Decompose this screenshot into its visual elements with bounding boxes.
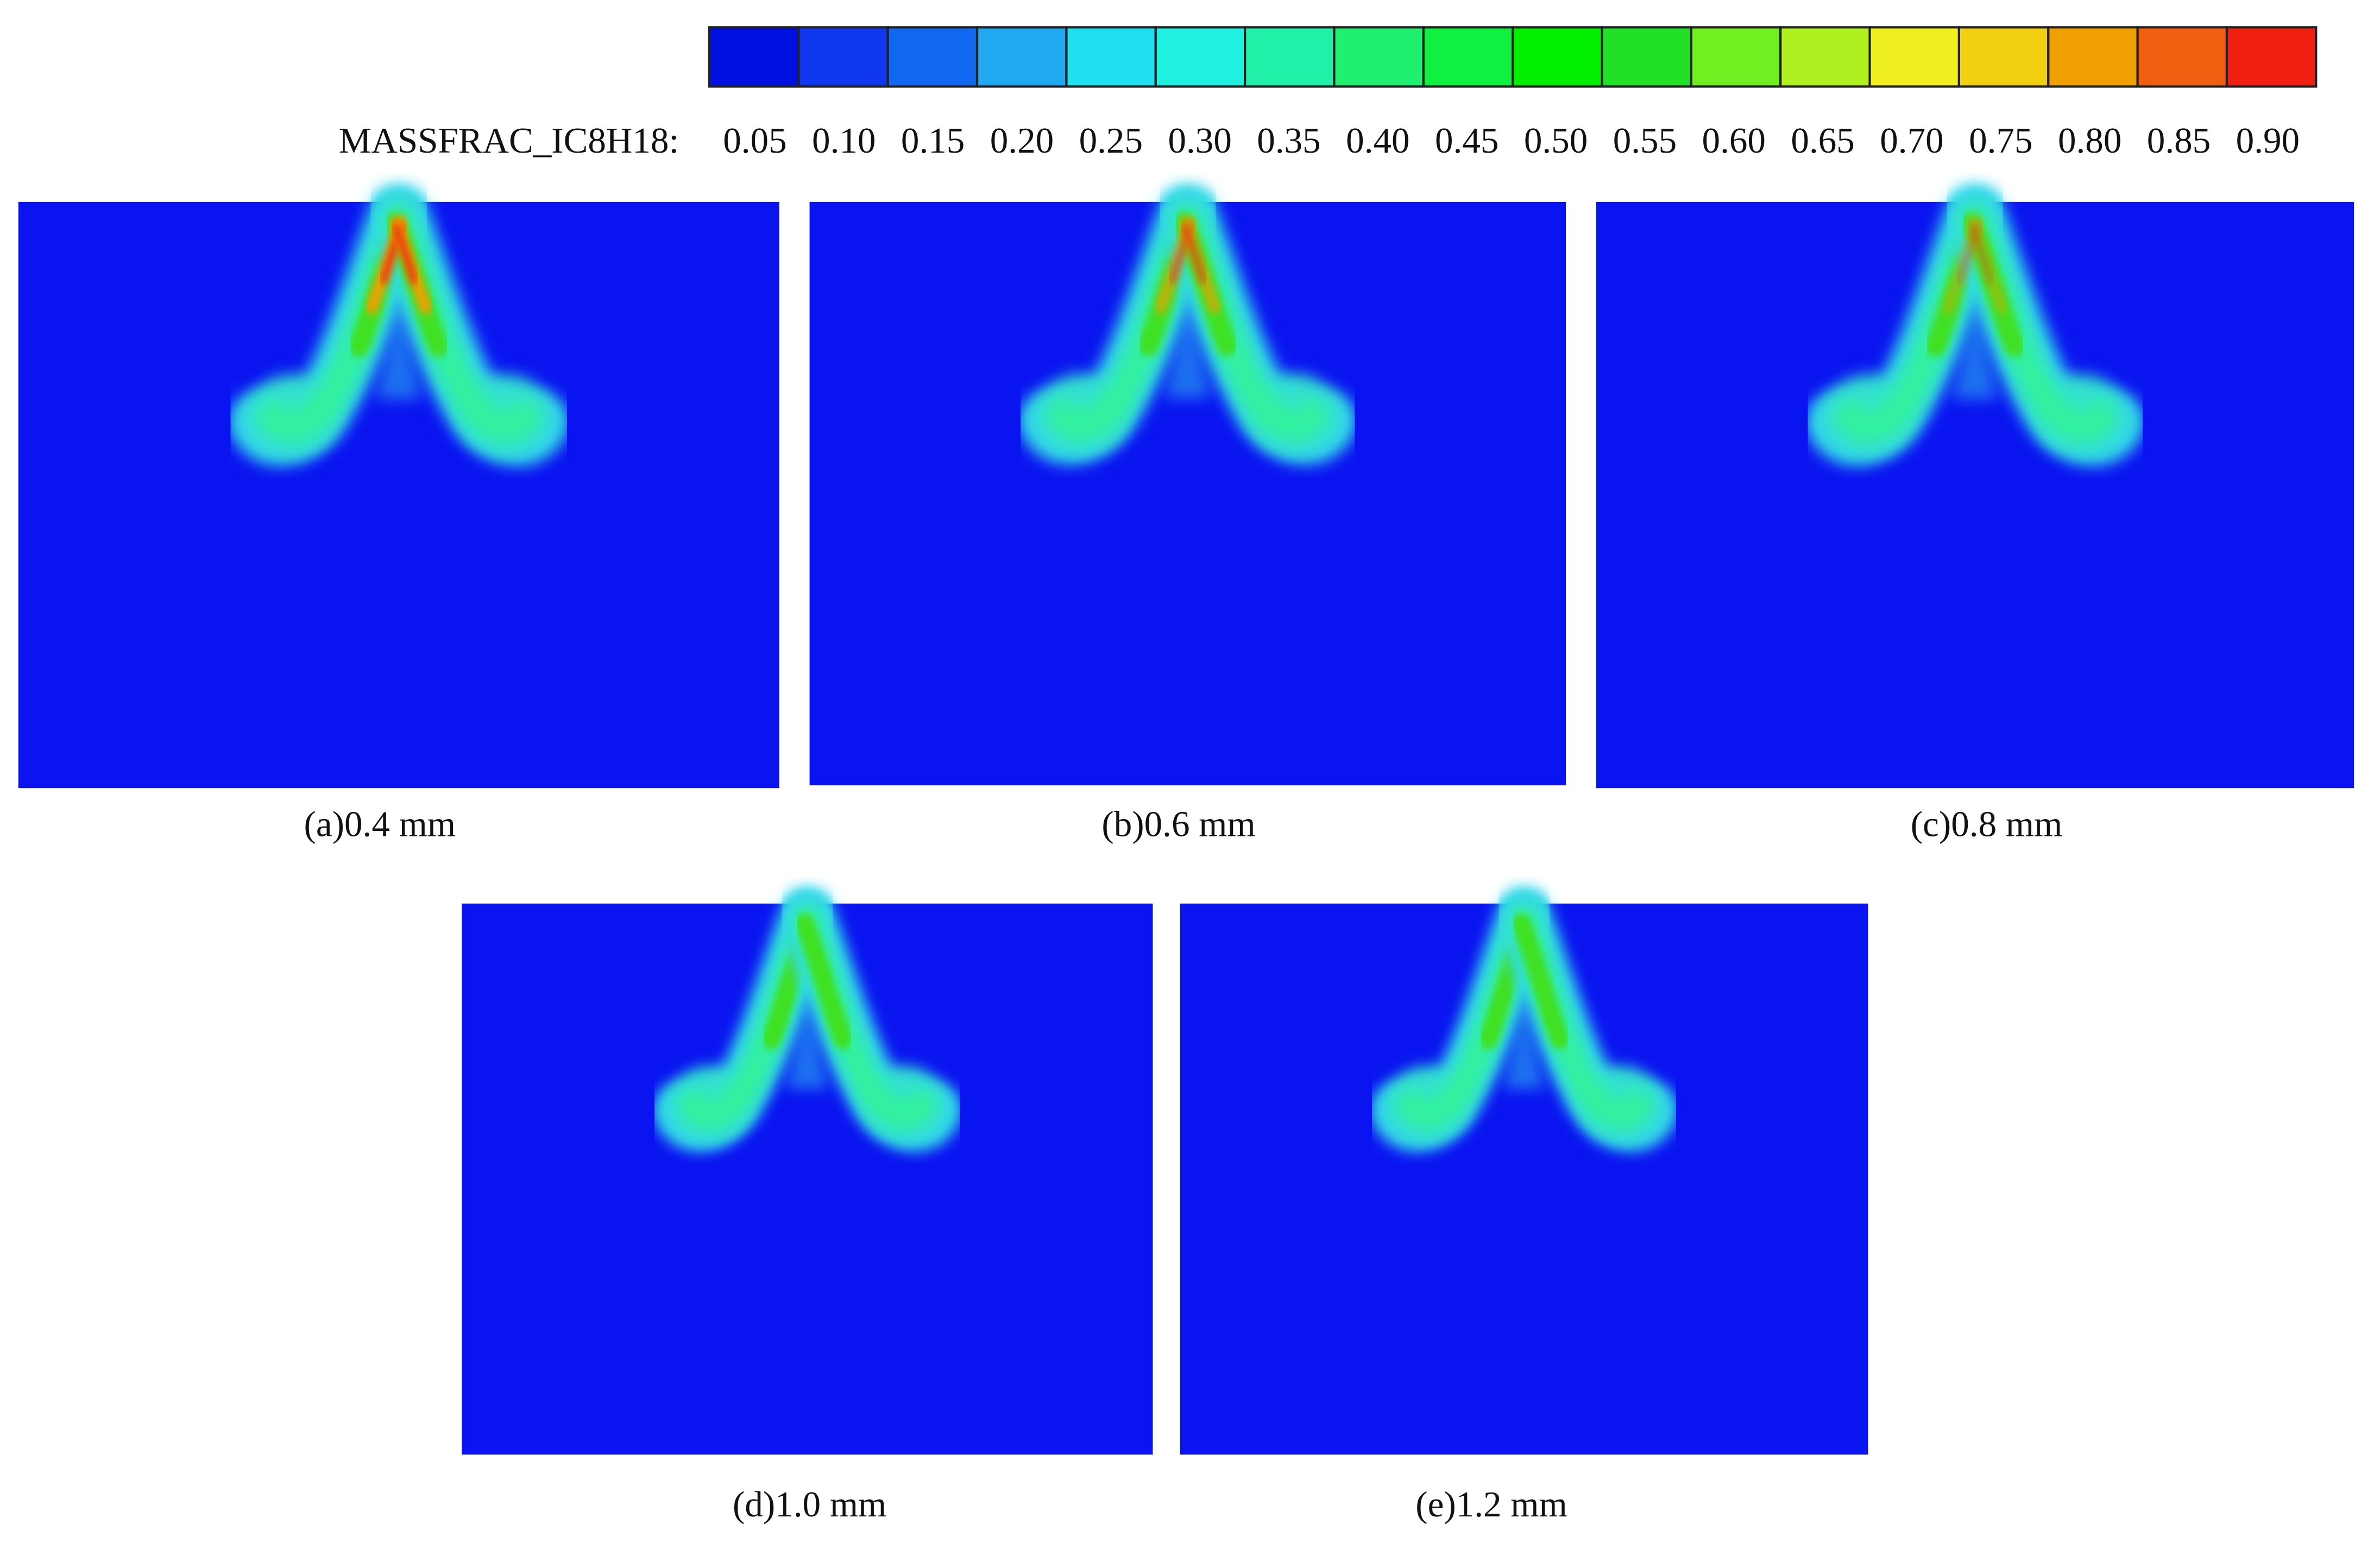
colorbar-cell	[1154, 26, 1246, 88]
colorbar-tick-label: 0.15	[901, 120, 965, 161]
panel-caption: (b)0.6 mm	[1101, 803, 1255, 844]
colorbar-tick-label: 0.60	[1702, 120, 1766, 161]
colorbar-tick-label: 0.85	[2147, 120, 2211, 161]
colorbar: 0.05 0.10 0.15 0.20 0.25 0.30 0.35 0.40 0.45 0.50…	[708, 26, 2318, 161]
colorbar-label: MASSFRAC_IC8H18:	[339, 120, 679, 161]
colorbar-tick-label: 0.50	[1524, 120, 1588, 161]
colorbar-cell	[1065, 26, 1157, 88]
colorbar-cell	[2225, 26, 2318, 88]
colorbar-tick-label: 0.35	[1257, 120, 1320, 161]
colorbar-cell	[1868, 26, 1961, 88]
colorbar-tick-label: 0.10	[812, 120, 876, 161]
colorbar-cell	[2136, 26, 2228, 88]
colorbar-cell	[1333, 26, 1425, 88]
colorbar-tick-label: 0.70	[1880, 120, 1943, 161]
colorbar-cell	[797, 26, 889, 88]
colorbar-cell	[1422, 26, 1514, 88]
colorbar-cell	[1779, 26, 1871, 88]
colorbar-tick-label: 0.45	[1435, 120, 1498, 161]
colorbar-cell	[1601, 26, 1692, 88]
colorbar-tick-label: 0.20	[990, 120, 1054, 161]
colorbar-cell	[2047, 26, 2139, 88]
panel-caption: (e)1.2 mm	[1415, 1484, 1567, 1525]
panel-caption: (a)0.4 mm	[304, 803, 456, 844]
colorbar-cell	[1244, 26, 1336, 88]
panel-image	[1180, 904, 1868, 1455]
panel-image	[462, 904, 1153, 1455]
panel-caption: (c)0.8 mm	[1911, 803, 2062, 844]
colorbar-tick-label: 0.90	[2236, 120, 2300, 161]
colorbar-tick-label: 0.05	[723, 120, 786, 161]
panel-image	[810, 202, 1566, 785]
panel-caption: (d)1.0 mm	[733, 1484, 886, 1525]
colorbar-cell	[708, 26, 800, 88]
colorbar-tick-label: 0.55	[1613, 120, 1677, 161]
colorbar-tick-label: 0.25	[1079, 120, 1143, 161]
colorbar-tick-label: 0.40	[1346, 120, 1409, 161]
colorbar-tick-label: 0.80	[2058, 120, 2121, 161]
colorbar-cell	[975, 26, 1068, 88]
colorbar-tick-label: 0.30	[1168, 120, 1231, 161]
colorbar-cell	[1512, 26, 1603, 88]
colorbar-cell	[1957, 26, 2050, 88]
colorbar-cell	[886, 26, 979, 88]
colorbar-tick-label: 0.75	[1969, 120, 2032, 161]
colorbar-tick-label: 0.65	[1791, 120, 1854, 161]
panel-image	[1596, 202, 2354, 788]
colorbar-cell	[1690, 26, 1782, 88]
panel-image	[18, 202, 779, 788]
